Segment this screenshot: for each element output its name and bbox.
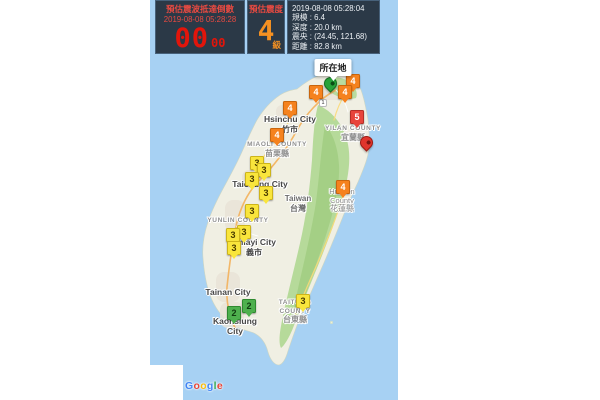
current-location-tooltip: 所在地 — [314, 59, 352, 81]
intensity-unit: 級 — [272, 40, 281, 50]
quake-info-row: 深度 : 20.0 km — [292, 22, 342, 32]
intensity-marker[interactable]: 3 — [227, 241, 241, 259]
intensity-marker[interactable]: 4 — [283, 101, 297, 119]
intensity-marker[interactable]: 4 — [346, 74, 360, 92]
quake-info-rows: 規模 : 6.4 深度 : 20.0 km 震央 : (24.45, 121.68)… — [292, 13, 375, 51]
countdown-seconds: 00 — [174, 23, 210, 54]
intensity-marker[interactable]: 3 — [226, 228, 240, 246]
intensity-marker[interactable]: 4 — [309, 85, 323, 103]
map-label: YUNLIN COUNTY — [207, 217, 269, 224]
intensity-marker[interactable]: 4 — [338, 85, 352, 103]
quake-datetime: 2019-08-08 05:28:04 — [292, 3, 365, 13]
intensity-marker[interactable]: 4 — [270, 128, 284, 146]
countdown-display: 00 00 — [156, 24, 244, 54]
earthquake-alert-app: Hsinchu City 竹市 MIAOLI COUNTY 苗栗縣 YILAN COUN… — [150, 0, 398, 400]
countdown-panel: 預估震波抵達倒數 2019-08-08 05:28:28 00 00 — [155, 0, 245, 54]
green-island-dot — [330, 321, 333, 324]
quake-info-row: 規模 : 6.4 — [292, 13, 325, 23]
map-label: YILAN COUNTY 宜蘭縣 — [325, 125, 381, 142]
map-label: Hsinchu City 竹市 — [264, 114, 316, 134]
intensity-marker[interactable]: 3 — [245, 172, 259, 190]
map-label: TAITUNG COUNTY 台東縣 — [278, 299, 312, 324]
intensity-marker[interactable]: 3 — [257, 163, 271, 181]
intensity-value: 4 — [257, 14, 275, 47]
quake-info-row: 震央 : (24.45, 121.68) — [292, 32, 367, 42]
quake-info-row: 距離 : 82.8 km — [292, 41, 342, 51]
intensity-marker[interactable]: 5 — [350, 110, 364, 128]
intensity-panel: 預估震度 4 級 — [247, 0, 285, 54]
map-canvas[interactable]: Hsinchu City 竹市 MIAOLI COUNTY 苗栗縣 YILAN COUN… — [150, 0, 398, 400]
countdown-fraction: 00 — [211, 36, 226, 50]
intensity-marker[interactable]: 3 — [245, 204, 259, 222]
quake-info-panel: 2019-08-08 05:28:04 規模 : 6.4 深度 : 20.0 km… — [287, 0, 380, 54]
countdown-datetime: 2019-08-08 05:28:28 — [163, 15, 237, 24]
map-label: Taiwan 台灣 — [284, 194, 312, 213]
route-shield-icon: 1 — [319, 99, 327, 107]
intensity-marker[interactable]: 2 — [242, 299, 256, 317]
map-label: Tainan City — [205, 287, 251, 297]
intensity-marker[interactable]: 3 — [259, 186, 273, 204]
google-logo[interactable]: Google — [185, 380, 223, 392]
map-label: Taichung City — [232, 179, 288, 189]
intensity-marker[interactable]: 2 — [227, 306, 241, 324]
map-label: Chiayi City 義市 — [232, 237, 276, 257]
taiwan-map-art — [150, 0, 398, 400]
intensity-marker[interactable]: 4 — [336, 180, 350, 198]
intensity-title: 預估震度 — [248, 4, 283, 14]
countdown-title: 預估震波抵達倒數 — [165, 4, 234, 14]
unloaded-tile — [150, 365, 183, 400]
intensity-marker[interactable]: 3 — [296, 294, 310, 312]
